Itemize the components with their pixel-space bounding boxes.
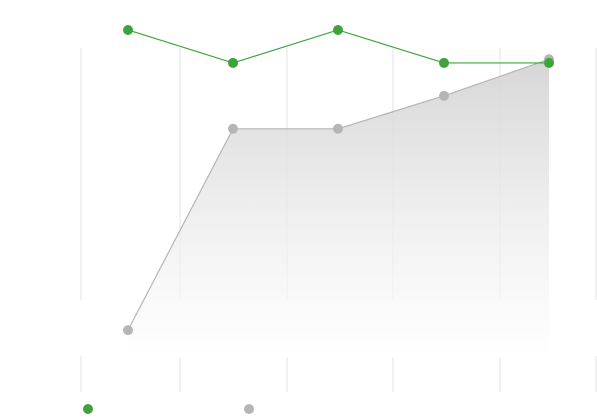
legend-marker [83, 404, 93, 414]
data-point [333, 123, 343, 134]
data-point [123, 325, 133, 336]
data-point [228, 57, 238, 68]
legend [83, 404, 254, 414]
data-point [439, 57, 449, 68]
data-point [123, 24, 133, 35]
data-point [544, 57, 554, 68]
data-point [333, 24, 343, 35]
legend-marker [244, 404, 254, 414]
data-point [439, 90, 449, 101]
series-area-fill [128, 59, 549, 358]
series-layer [123, 24, 554, 358]
data-point [228, 123, 238, 134]
